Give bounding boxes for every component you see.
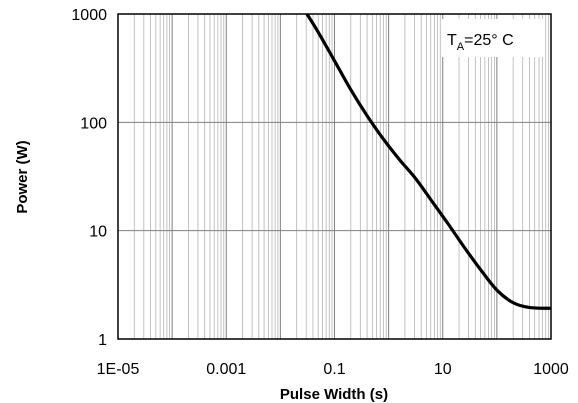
y-tick-label: 100	[80, 115, 107, 132]
annotation-label: TA=25° C	[447, 32, 514, 53]
annotation-rest: =25° C	[464, 32, 514, 49]
x-tick-label: 1000	[533, 361, 569, 378]
plot-border	[117, 13, 552, 340]
x-axis-title: Pulse Width (s)	[280, 386, 388, 403]
annotation-box	[441, 19, 544, 57]
y-axis-title: Power (W)	[14, 140, 31, 213]
annotation-subscript: A	[457, 41, 465, 53]
x-tick-label: 1E-05	[97, 361, 140, 378]
power-curve-line	[305, 14, 551, 310]
series-layer	[305, 14, 551, 310]
x-tick-label: 0.001	[206, 361, 246, 378]
temperature-annotation: TA=25° C	[441, 19, 544, 57]
y-tick-label: 1	[98, 332, 107, 349]
y-tick-label: 10	[89, 224, 107, 241]
annotation-main: T	[447, 32, 457, 49]
x-tick-label: 10	[434, 361, 452, 378]
tick-labels: 1E-05 0.001 0.1 10 1000 1 10 100 1000	[71, 7, 568, 378]
x-tick-label: 0.1	[323, 361, 345, 378]
grid-lines	[117, 14, 551, 339]
y-tick-label: 1000	[71, 7, 107, 24]
